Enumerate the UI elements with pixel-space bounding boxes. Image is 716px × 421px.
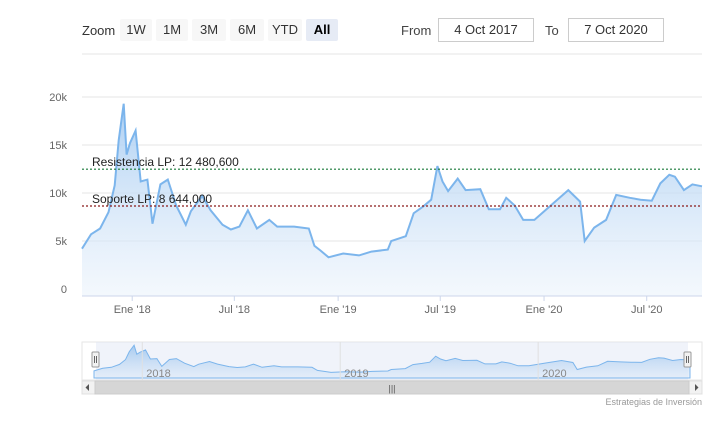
scroll-right-arrow-icon — [695, 384, 699, 391]
x-axis-ticks: Ene '18 Jul '18 Ene '19 Jul '19 Ene '20 Jul '… — [114, 296, 662, 316]
from-label: From — [401, 23, 432, 38]
zoom-label: Zoom — [82, 23, 116, 38]
y-tick-label: 15k — [49, 140, 67, 152]
navigator-year-label: 2019 — [344, 368, 368, 380]
from-date-input[interactable]: 4 Oct 2017 — [438, 18, 534, 42]
x-tick-label: Ene '20 — [526, 304, 563, 316]
y-tick-label: 0 — [61, 284, 67, 296]
navigator-year-label: 2020 — [542, 368, 566, 380]
zoom-3m-button[interactable]: 3M — [192, 19, 226, 41]
range-selector: Zoom 1W 1M 3M 6M YTD All From 4 Oct 2017… — [0, 0, 716, 60]
y-tick-label: 20k — [49, 92, 67, 104]
scrollbar[interactable]: ||| — [81, 380, 703, 395]
level-annotations: Resistencia LP: 12 480,600 Soporte LP: 8 … — [82, 155, 702, 207]
zoom-6m-button[interactable]: 6M — [230, 19, 264, 41]
price-line — [81, 103, 703, 259]
to-date-input[interactable]: 7 Oct 2020 — [568, 18, 664, 42]
navigator-right-handle[interactable] — [683, 351, 692, 368]
scroll-left-arrow-icon — [85, 384, 89, 391]
navigator-year-labels: 2018 2019 2020 — [141, 342, 567, 380]
zoom-1w-button[interactable]: 1W — [120, 19, 152, 41]
zoom-all-button[interactable]: All — [306, 19, 338, 41]
level-label: Soporte LP: 8 644,000 — [92, 192, 212, 206]
y-axis-ticks: 0 5k 10k 15k 20k — [49, 92, 67, 296]
zoom-1m-button[interactable]: 1M — [156, 19, 188, 41]
scrollbar-grip: ||| — [388, 384, 395, 394]
x-tick-label: Jul '20 — [631, 304, 662, 316]
y-tick-label: 10k — [49, 188, 67, 200]
credit-text: Estrategias de Inversión — [605, 397, 702, 407]
price-area — [82, 103, 702, 296]
x-tick-label: Jul '18 — [219, 304, 250, 316]
x-tick-label: Jul '19 — [425, 304, 456, 316]
x-tick-label: Ene '18 — [114, 304, 151, 316]
navigator-series — [93, 344, 691, 379]
navigator[interactable]: 2018 2019 2020 — [81, 341, 703, 381]
scrollbar-thumb — [94, 380, 690, 395]
navigator-left-handle[interactable] — [91, 351, 100, 368]
navigator-year-label: 2018 — [146, 368, 170, 380]
zoom-ytd-button[interactable]: YTD — [268, 19, 302, 41]
y-tick-label: 5k — [55, 236, 67, 248]
to-label: To — [545, 23, 559, 38]
level-label: Resistencia LP: 12 480,600 — [92, 155, 239, 169]
x-tick-label: Ene '19 — [320, 304, 357, 316]
